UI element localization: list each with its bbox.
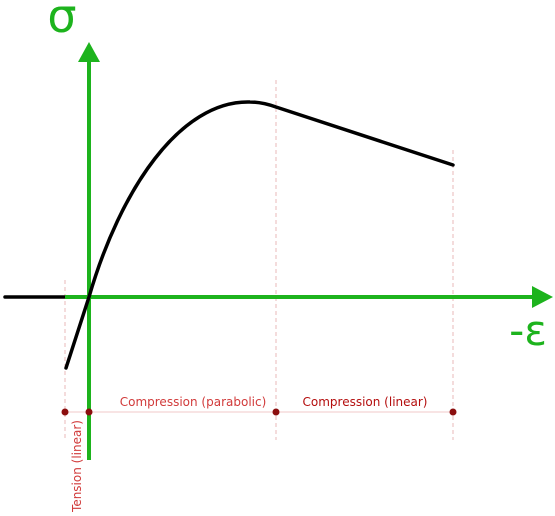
region-marker-end <box>449 408 457 416</box>
region-label-compression-linear: Compression (linear) <box>303 395 428 409</box>
region-label-tension: Tension (linear) <box>70 420 84 513</box>
y-axis-label: σ <box>47 0 76 43</box>
region-marker-origin <box>85 408 93 416</box>
region-marker-peak <box>272 408 280 416</box>
x-axis-arrow-icon <box>532 286 553 308</box>
y-axis-arrow-icon <box>78 42 100 62</box>
region-label-compression-parabolic: Compression (parabolic) <box>120 395 267 409</box>
stress-strain-curve <box>64 100 455 370</box>
x-axis-label: -ε <box>509 306 547 355</box>
region-marker-tension-start <box>61 408 69 416</box>
